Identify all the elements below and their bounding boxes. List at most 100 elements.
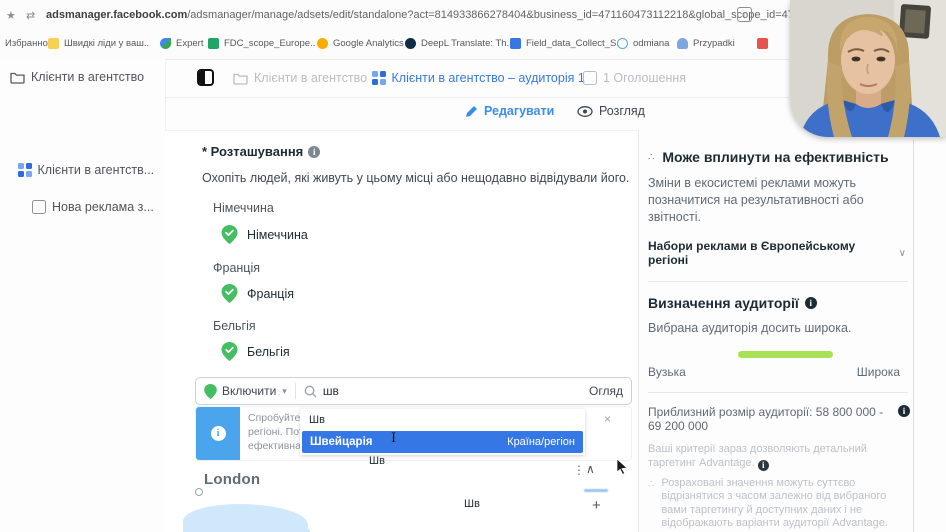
advantage-sparkle-icon: ∴ <box>648 152 656 163</box>
map-marker-icon <box>195 488 203 496</box>
location-name: Німеччина <box>247 227 308 242</box>
location-section-header: * Розташування i <box>202 144 321 159</box>
performance-section-header: ∴ Може вплинути на ефективність <box>648 149 910 165</box>
adset-grid-icon <box>18 163 32 177</box>
include-pin-icon <box>204 383 217 399</box>
campaign-tree-sidebar: Клієнти в агентство Клієнти в агентств..… <box>0 59 166 532</box>
bookmark-item[interactable]: odmiana <box>617 38 669 49</box>
map-water-shape <box>230 524 310 532</box>
sidebar-item-adset[interactable]: Клієнти в агентств... <box>18 163 154 177</box>
performance-disclosure[interactable]: Набори реклами в Європейському регіоні ∨ <box>648 239 906 267</box>
info-icon[interactable]: i <box>757 460 769 471</box>
audience-size-row: Приблизний розмір аудиторії: 58 800 000 … <box>648 405 910 433</box>
bookmark-icon <box>160 38 171 49</box>
tab-adset-active[interactable]: Клієнти в агентство – аудиторія 1 <box>372 71 585 85</box>
caret-down-icon[interactable]: ▾ <box>282 385 287 396</box>
audience-insights-panel: ∴ Може вплинути на ефективність Зміни в … <box>648 137 910 532</box>
stray-tooltip-text: Шв <box>369 455 385 467</box>
map-slider[interactable] <box>584 489 608 492</box>
location-search-input[interactable]: шв <box>322 384 339 398</box>
performance-link: Набори реклами в Європейському регіоні <box>648 239 856 267</box>
map-zoom-in-chevron-icon[interactable]: ∧ <box>586 462 595 476</box>
bookmark-item[interactable]: Google Analytics <box>317 38 404 49</box>
tab-label: Клієнти в агентство – аудиторія 1 <box>391 71 585 85</box>
location-row[interactable]: Франція <box>221 284 294 303</box>
chevron-down-icon: ∨ <box>898 247 906 259</box>
include-selector-label[interactable]: Включити <box>222 384 277 398</box>
sidebar-item-campaign[interactable]: Клієнти в агентство <box>10 70 144 84</box>
map-city-label: London <box>204 471 261 488</box>
ad-icon <box>583 71 597 85</box>
info-icon[interactable]: i <box>308 145 321 158</box>
presenter-video <box>790 0 946 137</box>
bookmark-item[interactable]: Przypadki <box>677 38 735 49</box>
audience-title: Визначення аудиторії <box>648 295 799 311</box>
dropdown-result-switzerland[interactable]: Швейцарія Країна/регіон <box>302 431 583 453</box>
tip-stripe: i <box>196 407 240 460</box>
scrollbar-track[interactable] <box>913 140 914 532</box>
edit-button[interactable]: Редагувати <box>465 104 554 118</box>
sidebar-item-label: Клієнти в агентство <box>31 70 145 84</box>
search-results-dropdown: Шв Швейцарія Країна/регіон <box>300 409 585 455</box>
bookmark-item[interactable]: Field_data_Collect_S.. <box>510 38 622 49</box>
advantage-sparkle-icon: ∴ <box>648 478 656 490</box>
deepl-icon <box>405 38 416 49</box>
audience-body: Вибрана аудиторія досить широка. <box>648 321 852 335</box>
share-icon[interactable]: ↑ <box>737 7 752 22</box>
sidebar-item-new-ad[interactable]: Нова реклама з... <box>32 200 154 214</box>
eye-icon <box>577 105 593 117</box>
location-title: * Розташування <box>202 144 304 159</box>
url-host: adsmanager.facebook.com <box>46 9 188 21</box>
browser-address-bar: ★ ⇄ adsmanager.facebook.com/adsmanager/m… <box>0 0 946 32</box>
bookmark-favorites[interactable]: Избранное <box>5 38 54 49</box>
text-cursor: I <box>391 431 397 446</box>
bookmark-item[interactable]: DeepL Translate: Th.. <box>405 38 512 49</box>
location-search-bar: Включити ▾ шв Огляд <box>195 377 632 405</box>
browse-button[interactable]: Огляд <box>589 384 623 398</box>
extension-icon[interactable]: ★ <box>6 10 16 22</box>
location-group-header: Бельгія <box>213 319 256 333</box>
sidebar-item-label: Клієнти в агентств... <box>37 163 155 177</box>
site-info-icon[interactable]: ⇄ <box>26 10 36 22</box>
location-name: Бельгія <box>247 344 290 359</box>
bookmark-item[interactable]: FDC_scope_Europe.. <box>208 38 315 49</box>
audience-gauge-bar <box>738 351 833 358</box>
bookmarks-bar: Избранное Швидкі ліди у ваш.. Expert FDC… <box>0 31 946 60</box>
disclaimer-text: Розраховані значення можуть суттєво відр… <box>661 476 888 530</box>
result-name: Швейцарія <box>310 436 373 448</box>
location-row[interactable]: Німеччина <box>221 225 308 244</box>
map-menu-dots-icon[interactable]: ⋮ <box>573 463 585 477</box>
tab-ads[interactable]: 1 Оголошення <box>583 71 686 85</box>
tab-label: 1 Оголошення <box>603 71 687 85</box>
location-pin-icon <box>221 225 238 244</box>
url-path: /adsmanager/manage/adsets/edit/standalon… <box>187 9 839 21</box>
person-icon <box>677 38 688 49</box>
close-icon[interactable]: × <box>604 412 612 426</box>
url-field[interactable]: adsmanager.facebook.com/adsmanager/manag… <box>46 9 839 21</box>
collapse-toggle-icon[interactable] <box>197 69 214 86</box>
info-icon: i <box>210 426 226 441</box>
review-label: Розгляд <box>599 104 645 118</box>
info-icon[interactable]: i <box>898 405 910 417</box>
bookmark-item[interactable]: Expert <box>160 38 203 49</box>
tab-campaign[interactable]: Клієнти в агентство <box>233 71 367 85</box>
map-zoom-plus-icon[interactable]: + <box>592 497 601 514</box>
speech-bubble-icon <box>617 38 628 49</box>
result-type: Країна/регіон <box>507 436 575 448</box>
location-row[interactable]: Бельгія <box>221 342 290 361</box>
gauge-broad-label: Широка <box>856 365 900 379</box>
bookmark-icon <box>48 38 59 49</box>
bookmark-item[interactable]: Швидкі ліди у ваш.. <box>48 38 149 49</box>
gauge-labels: Вузька Широка <box>648 365 900 379</box>
dropdown-query-header: Шв <box>309 414 325 426</box>
search-icon <box>304 385 317 398</box>
info-icon[interactable]: i <box>804 297 817 309</box>
ad-icon <box>32 200 46 214</box>
location-group-header: Франція <box>213 261 261 275</box>
performance-title: Може вплинути на ефективність <box>662 149 889 165</box>
presenter-webcam-overlay <box>790 0 946 137</box>
review-button[interactable]: Розгляд <box>577 104 645 118</box>
analytics-icon <box>317 38 328 49</box>
bookmark-item[interactable] <box>757 38 768 49</box>
